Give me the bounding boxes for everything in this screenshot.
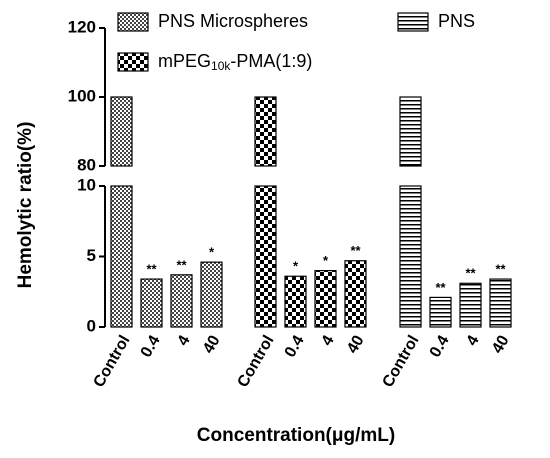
bar	[399, 96, 422, 167]
x-tick-label: 0.4	[427, 333, 453, 361]
bar	[314, 270, 337, 328]
annotation: **	[495, 261, 506, 276]
annotation: *	[293, 259, 299, 274]
y-tick-label: 0	[87, 316, 96, 335]
bar	[254, 185, 277, 328]
bar	[284, 275, 307, 328]
bar	[170, 274, 193, 328]
bar	[459, 282, 482, 328]
bar	[140, 278, 163, 328]
annotation: *	[209, 245, 215, 260]
annotation: **	[435, 280, 446, 295]
bar	[399, 185, 422, 328]
y-tick-label: 100	[68, 86, 96, 105]
bar	[429, 296, 452, 328]
bar	[110, 96, 133, 167]
annotation: *	[323, 253, 329, 268]
x-axis-title: Concentration(μg/mL)	[197, 425, 395, 446]
y-tick-label: 5	[87, 246, 96, 265]
y-axis-title: Hemolytic ratio(%)	[15, 122, 36, 289]
annotation: **	[350, 243, 361, 258]
legend-swatch	[397, 12, 429, 32]
x-tick-label: 4	[318, 333, 337, 349]
y-tick-label: 120	[68, 17, 96, 36]
x-tick-label: Control	[90, 333, 133, 391]
x-tick-label: 40	[344, 333, 368, 357]
legend-label: PNS	[438, 11, 475, 31]
annotation: **	[465, 266, 476, 281]
legend-label: PNS Microspheres	[158, 11, 308, 31]
x-tick-label: 0.4	[138, 333, 164, 361]
annotation: **	[176, 257, 187, 272]
x-tick-label: 40	[200, 333, 224, 357]
x-tick-label: Control	[234, 333, 277, 391]
legend-label: mPEG10k-PMA(1:9)	[158, 51, 312, 73]
x-tick-label: 40	[489, 333, 513, 357]
bar	[489, 278, 512, 328]
y-tick-label: 80	[77, 155, 96, 174]
x-tick-label: 4	[174, 333, 193, 349]
legend-swatch	[117, 12, 149, 32]
x-tick-label: 4	[463, 333, 482, 349]
annotation: **	[146, 261, 157, 276]
y-tick-label: 10	[77, 175, 96, 194]
bar	[110, 185, 133, 328]
legend-swatch	[117, 52, 149, 72]
bar	[200, 261, 223, 328]
x-tick-label: Control	[379, 333, 422, 391]
bar	[344, 260, 367, 328]
bar	[254, 96, 277, 167]
x-tick-label: 0.4	[282, 333, 308, 361]
